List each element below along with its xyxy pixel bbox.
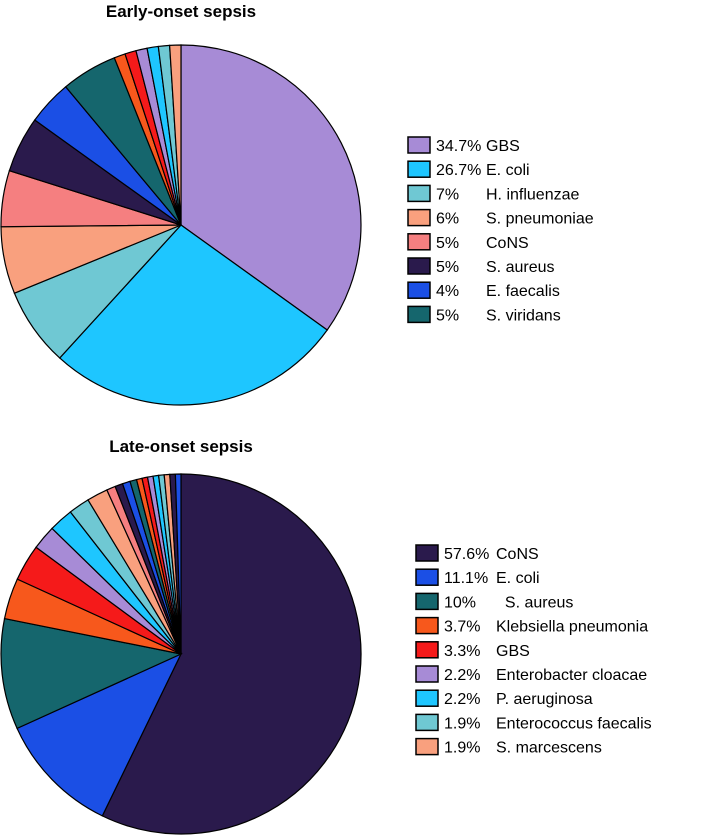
early-onset-title: Early-onset sepsis <box>106 2 256 21</box>
late-slice-cons <box>101 473 362 835</box>
early-legend-swatch-h-influenzae <box>407 184 431 203</box>
early-legend-label-s-viridans: S. viridans <box>486 307 561 324</box>
late-legend-pct-enterococcus-faecalis: 1.9% <box>444 715 480 732</box>
late-legend-swatch-s-aureus <box>415 592 439 611</box>
early-legend-pct-gbs: 34.7% <box>436 138 481 155</box>
late-legend-swatch-s-marcescens <box>415 737 439 756</box>
early-legend-swatch-s-aureus <box>407 257 431 275</box>
early-legend-pct-s-aureus: 5% <box>436 259 459 276</box>
early-slice-gbs <box>180 44 362 331</box>
late-slice-e-coli <box>16 652 183 817</box>
late-legend-label-s-aureus: S. aureus <box>496 594 573 611</box>
early-slice-other-13 <box>168 44 182 226</box>
early-legend-label-e-coli: E. coli <box>486 162 530 179</box>
late-legend-swatch-p-aeruginosa <box>415 689 439 707</box>
late-legend-pct-enterobacter-cloacae: 2.2% <box>444 667 480 684</box>
late-legend-swatch-enterococcus-faecalis <box>415 713 439 732</box>
early-onset-pie <box>0 44 362 406</box>
late-legend-swatch-enterobacter-cloacae <box>415 665 439 683</box>
early-onset-legend: 34.7% GBS 26.7% E. coli 7% H. influenzae 6% S. … <box>407 136 594 324</box>
early-legend-pct-e-coli: 26.7% <box>436 162 481 179</box>
late-onset-legend: 57.6% CoNS 11.1% E. coli 10% S. aureus 3.7% Kl… <box>415 544 652 757</box>
late-legend-pct-klebsiella-pneumonia: 3.7% <box>444 619 480 636</box>
late-legend-pct-s-aureus: 10% <box>444 594 476 611</box>
late-slice-other-20 <box>174 473 182 655</box>
early-legend-pct-s-pneumoniae: 6% <box>436 211 459 228</box>
early-legend-pct-cons: 5% <box>436 235 459 252</box>
early-legend-swatch-gbs <box>407 136 431 154</box>
late-legend-label-gbs: GBS <box>496 643 530 660</box>
early-legend-label-s-pneumoniae: S. pneumoniae <box>486 211 594 228</box>
late-legend-swatch-e-coli <box>415 568 439 586</box>
late-legend-pct-s-marcescens: 1.9% <box>444 740 480 757</box>
late-legend-swatch-klebsiella-pneumonia <box>415 616 439 635</box>
early-legend-label-h-influenzae: H. influenzae <box>486 186 579 203</box>
early-legend-swatch-e-coli <box>407 160 431 178</box>
early-legend-label-cons: CoNS <box>486 235 529 252</box>
early-legend-label-s-aureus: S. aureus <box>486 259 554 276</box>
late-legend-label-p-aeruginosa: P. aeruginosa <box>496 691 593 708</box>
late-legend-label-enterobacter-cloacae: Enterobacter cloacae <box>496 667 647 684</box>
late-legend-pct-cons: 57.6% <box>444 546 489 563</box>
late-onset-title: Late-onset sepsis <box>109 437 253 456</box>
late-legend-label-klebsiella-pneumonia: Klebsiella pneumonia <box>496 619 648 636</box>
early-legend-label-e-faecalis: E. faecalis <box>486 283 560 300</box>
late-legend-pct-p-aeruginosa: 2.2% <box>444 691 480 708</box>
early-legend-label-gbs: GBS <box>486 138 520 155</box>
late-onset-pie <box>0 473 362 835</box>
late-slice-s-aureus <box>0 617 183 730</box>
early-slice-e-coli <box>58 224 329 406</box>
late-legend-pct-gbs: 3.3% <box>444 643 480 660</box>
late-legend-label-s-marcescens: S. marcescens <box>496 740 602 757</box>
early-legend-swatch-s-viridans <box>407 305 431 324</box>
early-legend-swatch-e-faecalis <box>407 281 431 299</box>
early-legend-pct-e-faecalis: 4% <box>436 283 459 300</box>
late-legend-swatch-gbs <box>415 641 439 659</box>
late-legend-label-cons: CoNS <box>496 546 539 563</box>
late-legend-pct-e-coli: 11.1% <box>444 570 488 587</box>
late-legend-label-enterococcus-faecalis: Enterococcus faecalis <box>496 715 652 732</box>
late-legend-swatch-cons <box>415 544 439 562</box>
early-legend-pct-h-influenzae: 7% <box>436 186 459 203</box>
early-legend-pct-s-viridans: 5% <box>436 307 459 324</box>
late-legend-label-e-coli: E. coli <box>496 570 540 587</box>
early-legend-swatch-cons <box>407 233 431 251</box>
early-legend-swatch-s-pneumoniae <box>407 208 431 227</box>
